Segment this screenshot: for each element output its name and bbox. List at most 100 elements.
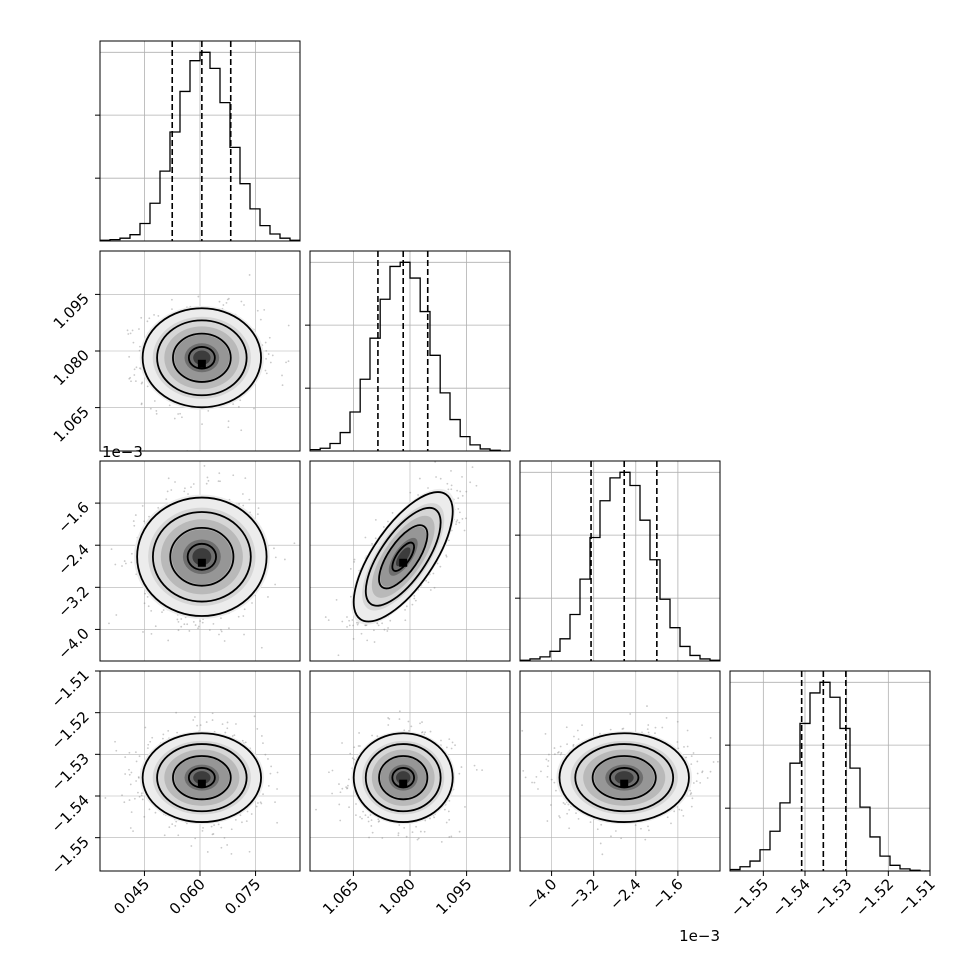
scatter-point (377, 818, 380, 821)
x-tick-label: 0.060 (166, 875, 209, 918)
scatter-point (133, 524, 136, 527)
scatter-point (648, 829, 650, 832)
y-tick-label: 1.080 (50, 346, 93, 389)
scatter-point (366, 639, 369, 642)
scatter-point (128, 773, 131, 776)
scatter-point (423, 830, 426, 833)
scatter-point (235, 723, 237, 725)
contour-line (172, 755, 232, 801)
scatter-point (345, 786, 348, 789)
scatter-point (353, 758, 356, 761)
scatter-point (436, 562, 439, 565)
scatter-point (382, 526, 385, 528)
scatter-point (463, 529, 466, 532)
scatter-point (124, 562, 127, 565)
scatter-point (690, 805, 693, 808)
scatter-point (232, 403, 235, 406)
scatter-point (133, 368, 136, 371)
scatter-point (267, 785, 270, 787)
scatter-point (360, 632, 363, 635)
scatter-point (271, 354, 274, 357)
scatter-point (210, 825, 213, 828)
scatter-point (420, 731, 423, 734)
scatter-point (166, 490, 169, 493)
scatter-point (465, 490, 468, 493)
scatter-point (138, 367, 141, 370)
scatter-point (524, 776, 527, 779)
scatter-point (206, 851, 209, 853)
scatter-point (458, 511, 461, 514)
scatter-point (405, 835, 408, 838)
scatter-point (264, 753, 267, 756)
scatter-point (174, 481, 176, 483)
scatter-point (128, 377, 131, 380)
scatter-point (176, 618, 179, 621)
scatter-point (418, 477, 421, 480)
scatter-point (260, 802, 263, 805)
scatter-point (646, 705, 648, 707)
scatter-point (398, 824, 401, 826)
panel-3-1 (309, 670, 511, 876)
scatter-point (130, 811, 133, 814)
y-tick-label: −4.0 (54, 625, 92, 663)
scatter-point (446, 482, 449, 485)
scatter-point (531, 781, 533, 784)
scatter-point (351, 619, 354, 621)
scatter-point (690, 755, 693, 757)
scatter-point (564, 803, 566, 806)
scatter-point (346, 787, 349, 789)
scatter-point (138, 755, 141, 758)
scatter-point (341, 620, 344, 623)
scatter-point (410, 725, 413, 728)
scatter-point (654, 726, 657, 729)
panel-frame (99, 460, 301, 662)
x-tick-label: −4.0 (522, 875, 560, 913)
scatter-point (194, 624, 197, 626)
scatter-point (341, 742, 343, 744)
scatter-point (450, 835, 453, 838)
scatter-point (269, 772, 272, 775)
scatter-point (331, 769, 334, 772)
scatter-point (128, 799, 131, 801)
panel-2-2 (515, 460, 721, 662)
scatter-point (241, 739, 244, 742)
scatter-point (558, 815, 560, 817)
scatter-point (140, 382, 143, 385)
scatter-point (205, 721, 208, 723)
scatter-point (460, 766, 463, 768)
y-tick-label: 1.095 (50, 289, 93, 332)
scatter-point (577, 817, 580, 820)
scatter-point (358, 732, 360, 734)
scatter-point (328, 771, 330, 774)
scatter-point (114, 563, 117, 566)
scatter-point (415, 825, 417, 828)
scatter-point (230, 828, 233, 831)
scatter-point (163, 834, 166, 837)
x-tick-label: −2.4 (606, 875, 644, 913)
scatter-point (123, 801, 126, 804)
scatter-point (475, 768, 478, 771)
panel-frame (519, 460, 721, 662)
scatter-point (186, 623, 189, 626)
scatter-point (142, 631, 144, 633)
scatter-point (179, 412, 182, 415)
scatter-point (716, 760, 719, 763)
contour-line (364, 743, 442, 813)
scatter-point (553, 781, 556, 784)
scatter-point (212, 833, 215, 835)
density-peak (197, 558, 206, 567)
scatter-point (238, 503, 240, 505)
scatter-point (255, 805, 258, 808)
scatter-point (368, 836, 370, 839)
scatter-point (265, 349, 268, 352)
scatter-point (269, 361, 272, 364)
scatter-point (371, 831, 374, 834)
scatter-point (267, 596, 269, 598)
scatter-point (686, 745, 689, 748)
scatter-point (230, 852, 233, 855)
scatter-point (601, 853, 604, 856)
scatter-point (666, 816, 669, 819)
scatter-point (129, 827, 132, 829)
scatter-point (242, 615, 245, 617)
scatter-point (244, 741, 247, 744)
